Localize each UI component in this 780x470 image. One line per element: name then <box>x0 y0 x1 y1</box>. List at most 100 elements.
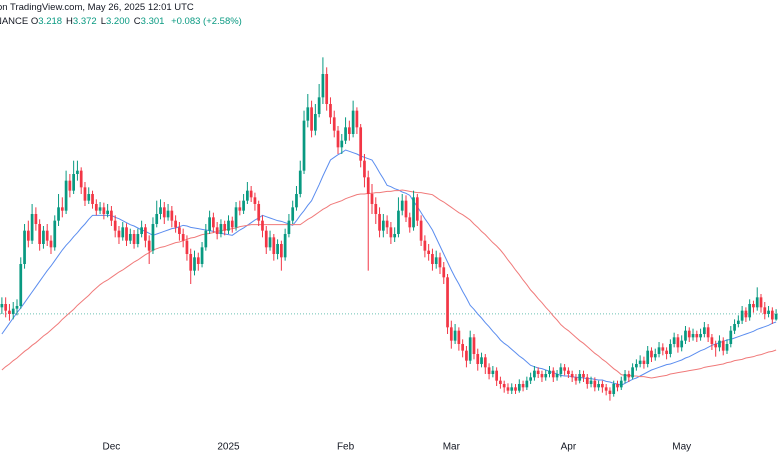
candle-body <box>230 220 234 228</box>
candle-body <box>502 384 506 388</box>
candle-body <box>461 344 465 351</box>
candle-body <box>223 224 227 231</box>
candle-body <box>672 337 676 344</box>
candle-body <box>378 214 381 231</box>
candle-body <box>446 277 449 328</box>
candle-body <box>193 257 196 271</box>
x-tick-label: Apr <box>561 442 577 453</box>
candle-body <box>170 210 174 221</box>
candle-body <box>431 254 434 264</box>
candle-body <box>555 374 559 378</box>
candle-body <box>506 387 510 391</box>
candle-body <box>38 224 42 244</box>
candle-body <box>570 374 574 378</box>
candle-body <box>646 350 650 364</box>
candle-body <box>234 207 238 228</box>
candle-body <box>695 334 699 338</box>
candle-body <box>49 240 53 248</box>
candle-body <box>272 237 276 254</box>
candle-body <box>631 367 634 378</box>
candle-body <box>657 347 661 354</box>
candle-body <box>136 234 140 244</box>
candle-body <box>623 374 627 381</box>
candle-body <box>91 194 94 204</box>
candle-body <box>151 224 155 251</box>
candle-body <box>359 127 363 161</box>
candle-body <box>559 367 563 374</box>
candle-body <box>200 247 204 264</box>
candle-body <box>374 204 378 214</box>
candle-body <box>736 320 740 324</box>
candle-body <box>442 267 446 278</box>
candle-body <box>551 370 555 378</box>
ohlc-label: L <box>100 16 106 27</box>
ohlc-value: 3.218 <box>38 16 63 27</box>
candle-body <box>389 227 393 238</box>
candle-body <box>140 227 143 234</box>
candle-body <box>449 327 453 341</box>
candle-body <box>714 344 718 348</box>
candle-body <box>325 74 329 104</box>
candle-body <box>759 297 763 308</box>
candle-body <box>725 344 729 351</box>
candle-body <box>472 337 476 354</box>
candle-body <box>718 340 721 348</box>
candle-body <box>125 227 128 241</box>
ohlc-label: O <box>30 16 39 27</box>
candle-body <box>208 217 211 231</box>
candle-body <box>567 370 570 374</box>
candle-body <box>128 234 132 241</box>
candle-body <box>283 234 287 258</box>
candle-body <box>669 344 672 354</box>
candle-body <box>174 220 177 228</box>
candle-body <box>363 160 366 178</box>
candle-body <box>189 254 193 271</box>
candle-body <box>638 360 642 364</box>
candle-body <box>34 214 38 224</box>
candle-body <box>276 244 279 254</box>
candle-body <box>517 384 521 391</box>
candle-body <box>616 384 619 388</box>
candle-body <box>268 237 272 248</box>
candle-body <box>499 380 502 384</box>
candle-body <box>280 244 283 258</box>
candle-body <box>510 387 514 391</box>
candle-body <box>72 174 76 191</box>
candle-body <box>313 114 317 131</box>
candle-body <box>404 200 408 218</box>
x-tick-label: Dec <box>103 442 121 453</box>
candle-body <box>196 257 200 264</box>
candle-body <box>661 347 665 351</box>
candle-body <box>110 210 113 221</box>
candle-body <box>525 380 529 388</box>
candle-body <box>619 380 623 388</box>
candle-body <box>514 387 517 391</box>
candle-body <box>710 337 714 344</box>
candle-body <box>366 177 370 194</box>
candle-body <box>763 307 767 314</box>
candle-body <box>144 227 147 241</box>
candle-body <box>15 306 19 309</box>
candle-body <box>563 367 566 371</box>
candle-body <box>642 360 646 364</box>
candle-body <box>721 340 725 351</box>
candle-body <box>453 330 457 341</box>
published-note: on TradingView.com, May 26, 2025 12:01 U… <box>0 2 194 13</box>
candle-body <box>627 374 631 378</box>
candle-body <box>0 304 4 308</box>
ohlc-values: O3.218 H3.372 L3.200 C3.301 <box>31 16 169 27</box>
candle-body <box>774 313 778 320</box>
candle-body <box>8 310 11 314</box>
candle-body <box>42 230 45 244</box>
candle-body <box>264 230 268 248</box>
candle-body <box>287 220 291 234</box>
candle-body <box>212 217 215 228</box>
candle-body <box>76 170 79 174</box>
candle-body <box>185 240 189 254</box>
candle-body <box>434 257 438 264</box>
candle-body <box>310 107 313 131</box>
candle-body <box>23 230 26 264</box>
candle-body <box>68 180 72 191</box>
candle-body <box>332 117 336 131</box>
